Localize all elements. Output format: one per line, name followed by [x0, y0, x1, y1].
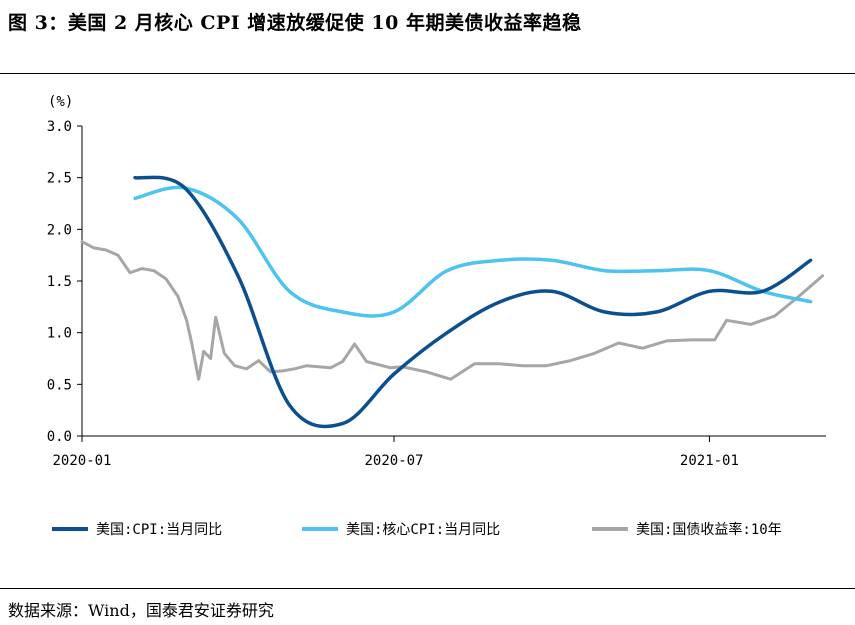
top-rule [0, 73, 855, 74]
line-chart: (%) 0.0 0.5 1.0 1.5 2.0 2.5 3.0 2020-01 2020-07 20… [47, 94, 826, 538]
series-line-1 [133, 175, 813, 429]
y-tick-label: 0.5 [47, 377, 72, 393]
legend-label: 美国:CPI:当月同比 [96, 522, 222, 538]
series-line-3 [80, 240, 825, 381]
y-tick-label: 3.0 [47, 119, 72, 135]
y-tick-label: 2.0 [47, 222, 72, 238]
y-tick-label: 1.0 [47, 326, 72, 342]
y-tick-label: 1.5 [47, 274, 72, 290]
y-tick-label: 0.0 [47, 429, 72, 445]
x-tick-label: 2021-01 [680, 453, 739, 469]
x-tick-label: 2020-07 [364, 453, 423, 469]
legend-label: 美国:核心CPI:当月同比 [346, 522, 500, 538]
y-tick-label: 2.5 [47, 171, 72, 187]
series-line-2 [133, 185, 813, 318]
x-tick-label: 2020-01 [52, 453, 111, 469]
chart-title: 图 3：美国 2 月核心 CPI 增速放缓促使 10 年期美债收益率趋稳 [8, 12, 582, 34]
bottom-rule [0, 588, 855, 589]
y-axis-unit-label: (%) [48, 94, 73, 110]
legend-label: 美国:国债收益率:10年 [636, 521, 782, 538]
source-note: 数据来源：Wind，国泰君安证券研究 [8, 601, 274, 620]
